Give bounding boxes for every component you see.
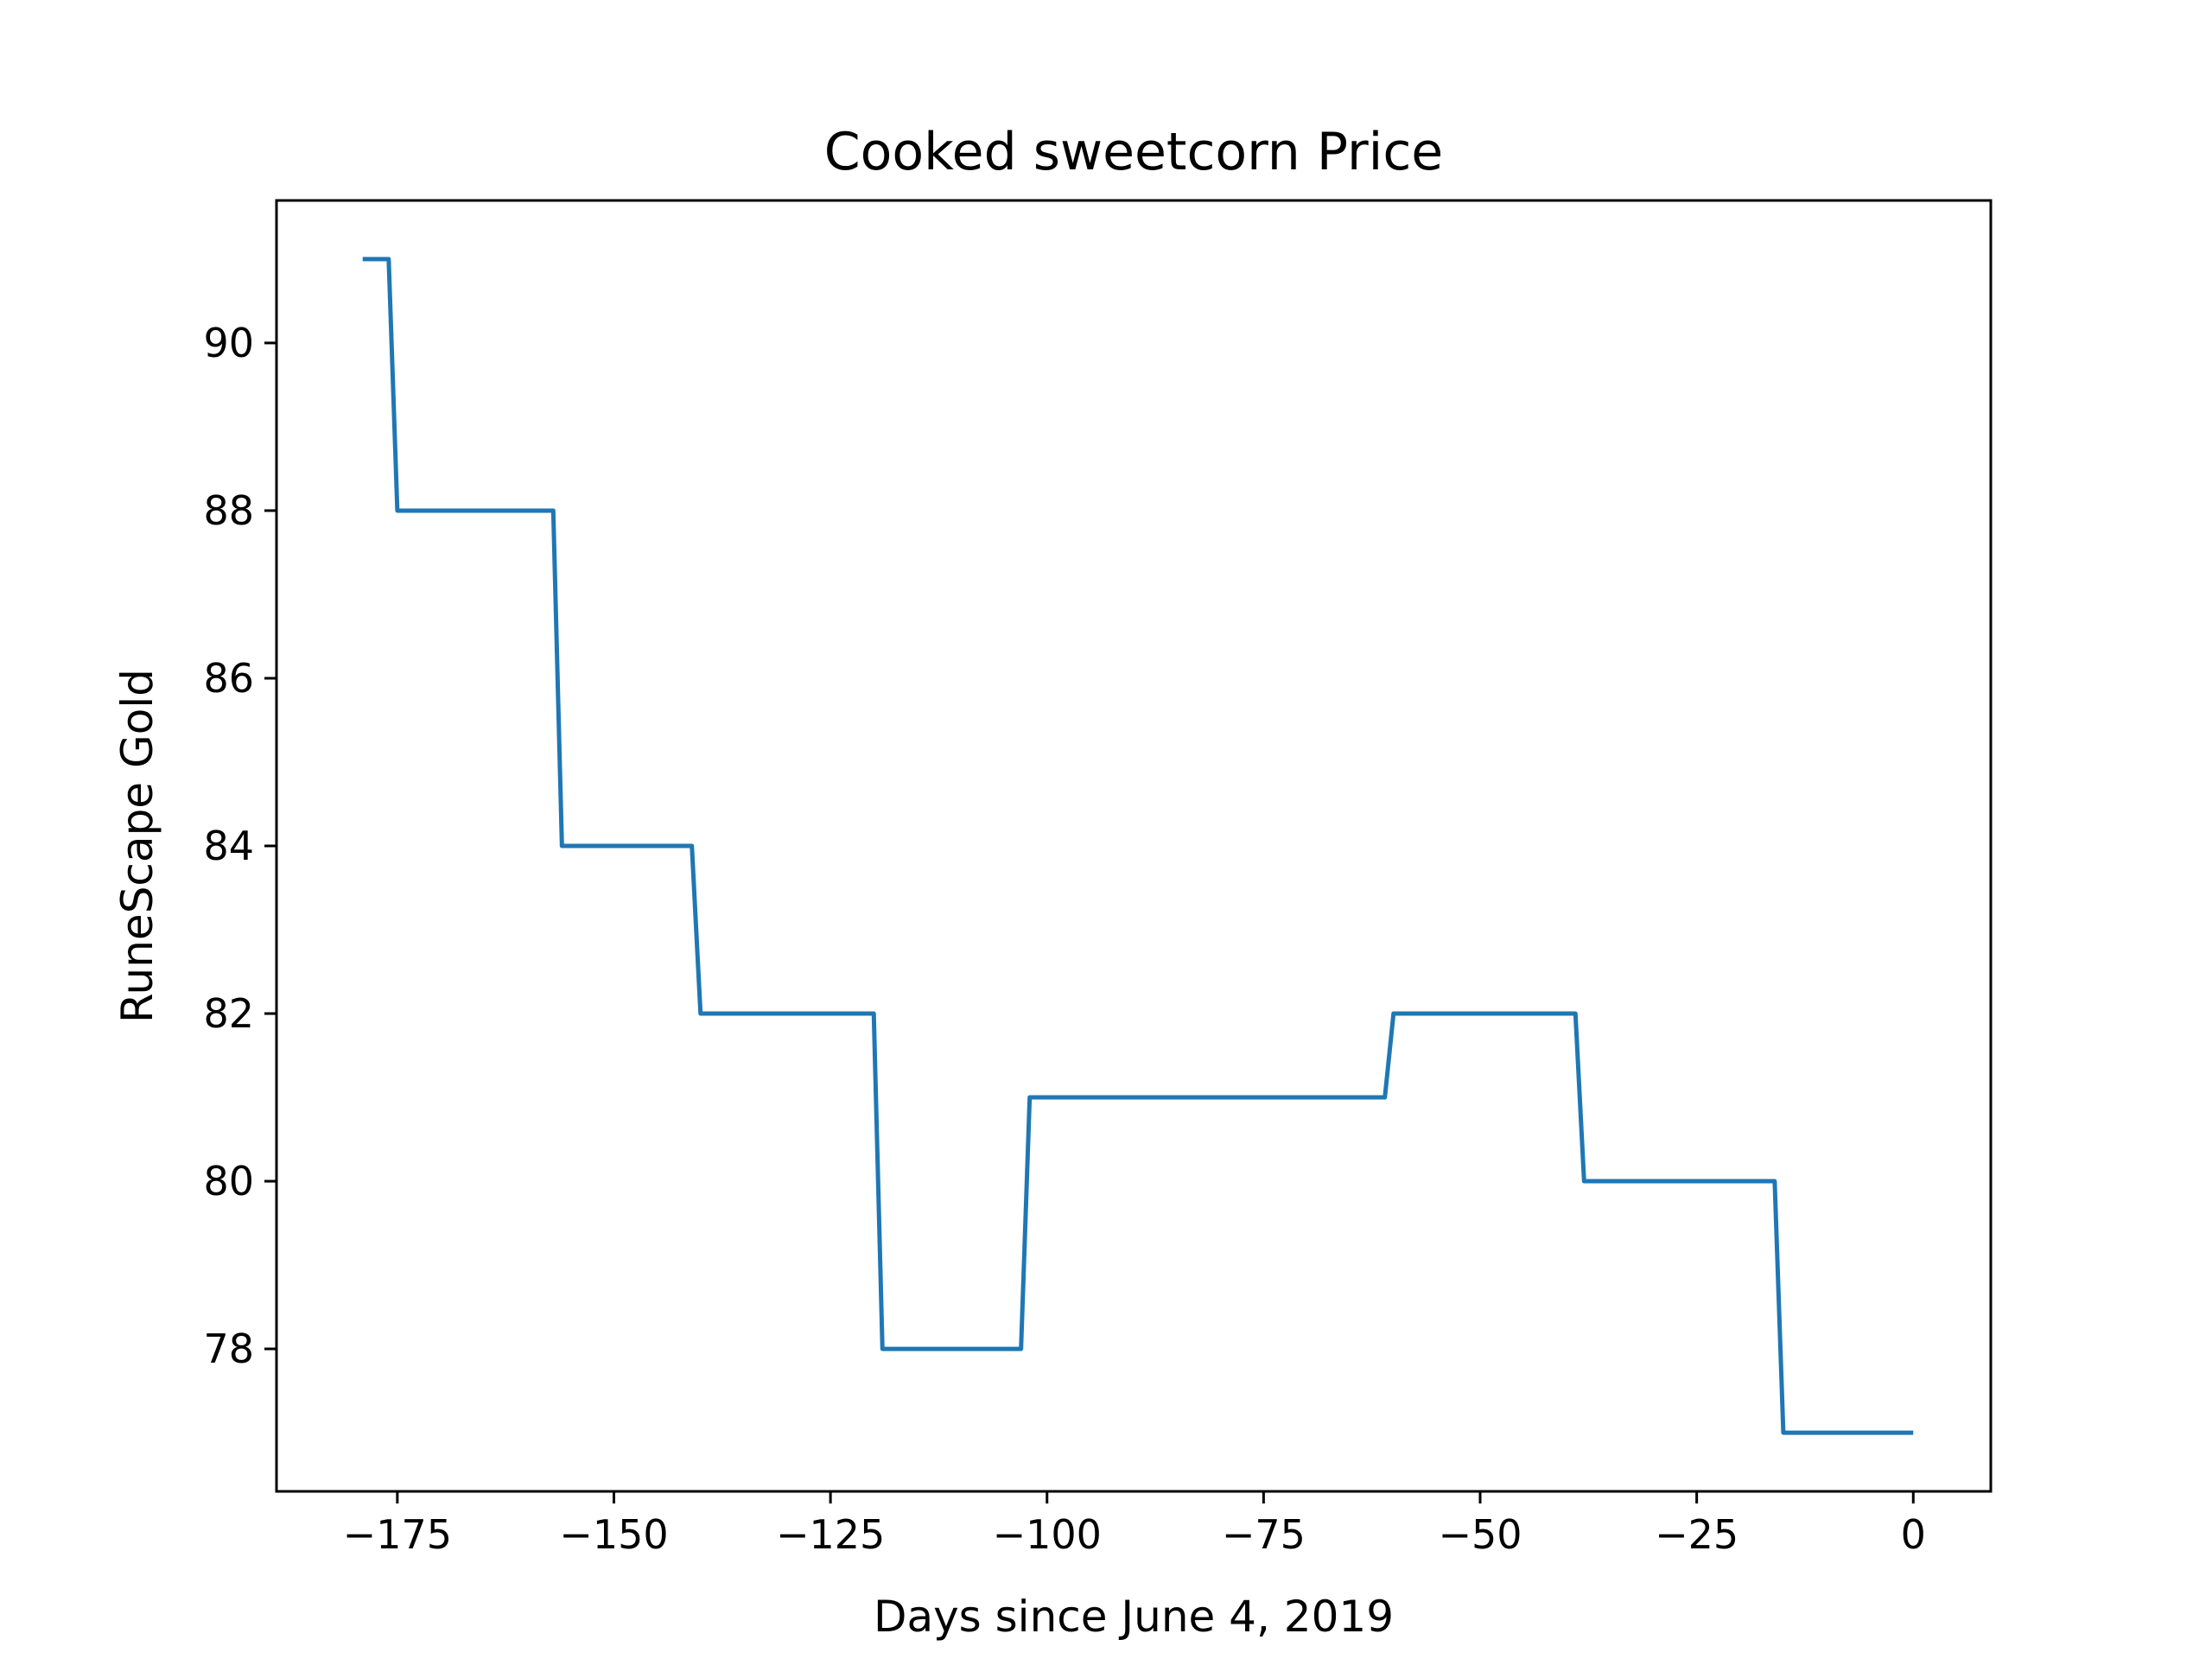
x-tick-label: −175: [343, 1511, 452, 1558]
y-tick-label: 86: [203, 655, 254, 702]
chart-title: Cooked sweetcorn Price: [824, 122, 1443, 182]
y-axis-label: RuneScape Gold: [112, 669, 162, 1023]
x-tick-label: −50: [1438, 1511, 1522, 1558]
y-tick-label: 88: [203, 487, 254, 534]
x-tick-label: −150: [559, 1511, 668, 1558]
x-tick-label: −125: [776, 1511, 885, 1558]
series-line-0: [362, 257, 1914, 1435]
x-tick-label: −25: [1655, 1511, 1738, 1558]
tick-layer: −175 −150 −125 −100 −75 −50 −25 0 78 80 82 84 86 88 90: [203, 320, 1925, 1558]
x-tick-label: −100: [993, 1511, 1102, 1558]
x-tick-label: −75: [1222, 1511, 1306, 1558]
y-tick-label: 82: [203, 990, 254, 1037]
y-tick-label: 84: [203, 823, 254, 869]
x-tick-label: 0: [1901, 1511, 1926, 1558]
plot-area: [362, 257, 1914, 1435]
y-tick-label: 80: [203, 1158, 254, 1205]
y-tick-label: 78: [203, 1325, 254, 1372]
y-tick-label: 90: [203, 320, 254, 366]
x-axis-label: Days since June 4, 2019: [874, 1592, 1394, 1642]
